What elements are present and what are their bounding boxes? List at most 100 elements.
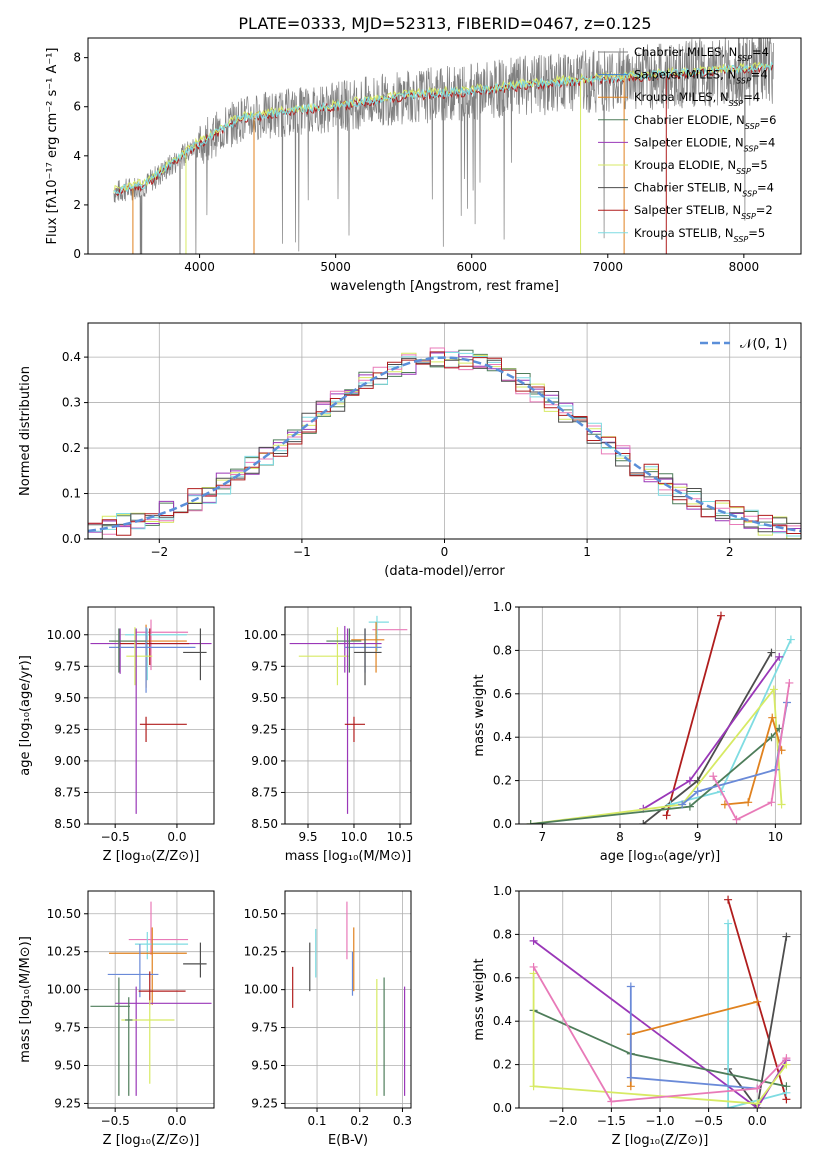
x-axis-label: Z [log₁₀(Z/Z⊙)] bbox=[612, 1133, 709, 1148]
axes: −2.0 −1.5 −1.0 −0.5 0.0 0.0 0.2 0.4 0.6 0.8 1.0 Z [… bbox=[472, 884, 802, 1148]
figure-title: PLATE=0333, MJD=52313, FIBERID=0467, z=0… bbox=[238, 14, 651, 33]
axes-frame bbox=[284, 606, 412, 825]
series-marker bbox=[526, 820, 535, 824]
series-marker bbox=[767, 798, 776, 807]
axes: −0.5 0.0 9.25 9.50 9.75 10.00 10.25 10.50 Z [log… bbox=[18, 890, 215, 1148]
series-marker bbox=[678, 800, 687, 809]
tick-label-y: 9.25 bbox=[54, 722, 81, 736]
errorbar-point bbox=[183, 942, 207, 978]
histogram-step bbox=[88, 351, 801, 539]
x-axis-label: E(B-V) bbox=[328, 1133, 368, 1148]
series-line bbox=[529, 962, 791, 1106]
grid bbox=[519, 606, 801, 825]
normal-curve bbox=[88, 356, 801, 533]
tick-label-x: −2 bbox=[150, 545, 168, 559]
series-marker bbox=[662, 811, 671, 820]
errorbar-point bbox=[353, 628, 382, 686]
tick-label-y: 0.4 bbox=[493, 1014, 512, 1028]
axes-frame bbox=[518, 606, 802, 825]
panel-spectrum: 4000 5000 6000 7000 8000 0 2 4 6 8 wavelength [Ang… bbox=[45, 37, 802, 294]
axes: 9.5 10.0 10.5 8.50 8.75 9.00 9.25 9.50 9.75 10.00… bbox=[244, 606, 414, 864]
tick-label-y: 0.0 bbox=[62, 532, 81, 546]
axes: −2 −1 0 1 2 0.0 0.1 0.2 0.3 0.4 (data-model)/error… bbox=[18, 322, 802, 579]
tick-label-y: 9.75 bbox=[54, 659, 81, 673]
errorbar-point bbox=[134, 619, 189, 671]
series-marker bbox=[666, 800, 675, 809]
errorbar-point bbox=[183, 628, 207, 681]
tick-label-x: 0.0 bbox=[167, 830, 186, 844]
grid bbox=[88, 891, 214, 1108]
panel-age-vs-mass: 9.5 10.0 10.5 8.50 8.75 9.00 9.25 9.50 9.75 10.00… bbox=[244, 606, 414, 864]
legend-entry: Kroupa STELIB, NSSP=5 bbox=[634, 226, 765, 244]
tick-label-x: −2.0 bbox=[548, 1114, 577, 1128]
x-axis-label: (data-model)/error bbox=[384, 564, 505, 579]
x-axis-label: age [log₁₀(age/yr)] bbox=[600, 849, 721, 864]
series-marker bbox=[782, 1054, 791, 1063]
tick-label-y: 9.75 bbox=[251, 659, 278, 673]
tick-label-y: 0.6 bbox=[493, 971, 512, 985]
series-path bbox=[532, 973, 788, 1105]
axes-frame bbox=[284, 890, 412, 1109]
series-marker bbox=[693, 787, 702, 796]
tick-label-y: 9.25 bbox=[251, 1096, 278, 1110]
tick-label-y: 1.0 bbox=[493, 884, 512, 898]
tick-label-x: 10.0 bbox=[341, 830, 368, 844]
series-path bbox=[629, 986, 758, 1090]
tick-label-x: 8000 bbox=[729, 260, 760, 274]
errorbar-point bbox=[289, 625, 382, 673]
tick-label-y: 10.00 bbox=[47, 628, 81, 642]
series-marker bbox=[782, 1082, 791, 1091]
errorbar-point bbox=[125, 628, 187, 681]
tick-label-x: 1 bbox=[583, 545, 591, 559]
tick-label-y: 9.25 bbox=[251, 722, 278, 736]
series-line bbox=[709, 678, 794, 824]
series-path bbox=[629, 1000, 758, 1087]
tick-label-y: 0.2 bbox=[493, 774, 512, 788]
panel-mass-vs-ebv: 0.1 0.2 0.3 9.25 9.50 9.75 10.00 10.25 10.50 E(B-… bbox=[244, 890, 412, 1148]
tick-label-y: 9.00 bbox=[54, 754, 81, 768]
tick-label-x: −1.5 bbox=[597, 1114, 626, 1128]
errorbar-point bbox=[138, 971, 186, 1005]
plot-area bbox=[292, 901, 406, 1096]
series-line bbox=[639, 648, 776, 824]
grid bbox=[519, 890, 801, 1109]
tick-label-x: 10.5 bbox=[387, 830, 414, 844]
errorbar-point bbox=[109, 627, 196, 693]
tick-label-y: 4 bbox=[73, 149, 81, 163]
axes-frame bbox=[87, 37, 802, 255]
series-marker bbox=[685, 802, 694, 811]
series-marker bbox=[753, 1084, 762, 1093]
tick-label-y: 0.2 bbox=[493, 1058, 512, 1072]
series-marker bbox=[724, 895, 733, 904]
y-axis-label: Normed distribution bbox=[18, 366, 33, 496]
errorbar-point bbox=[120, 628, 190, 666]
tick-label-x: −1 bbox=[293, 545, 311, 559]
axes-frame bbox=[87, 890, 215, 1109]
legend-entry: Chabrier MILES, NSSP=4 bbox=[634, 45, 769, 63]
series-marker bbox=[767, 648, 776, 657]
errorbar-point bbox=[125, 997, 133, 1096]
series-path bbox=[665, 615, 722, 816]
spectrum-model-line bbox=[113, 61, 774, 195]
tick-label-y: 0.6 bbox=[493, 687, 512, 701]
series-marker bbox=[685, 776, 694, 785]
tick-label-y: 0.1 bbox=[62, 487, 81, 501]
errorbar-point bbox=[368, 615, 389, 652]
errorbar-point bbox=[298, 627, 350, 686]
series-path bbox=[727, 936, 788, 1108]
y-axis-label: Flux [fλ10⁻¹⁷ erg cm⁻² s⁻¹ A⁻¹] bbox=[45, 48, 60, 245]
tick-label-y: 9.50 bbox=[54, 1059, 81, 1073]
series-marker bbox=[626, 1073, 635, 1082]
tick-label-y: 10.25 bbox=[47, 945, 81, 959]
series-line bbox=[526, 685, 786, 824]
series-marker bbox=[767, 733, 776, 742]
tick-label-x: 8 bbox=[616, 830, 624, 844]
series-marker bbox=[607, 1097, 616, 1106]
series-line bbox=[662, 611, 725, 820]
panel-residuals: −2 −1 0 1 2 0.0 0.1 0.2 0.3 0.4 (data-model)/error… bbox=[18, 322, 802, 579]
series-marker bbox=[782, 932, 791, 941]
legend-entry: Chabrier ELODIE, NSSP=6 bbox=[634, 113, 776, 131]
tick-label-y: 10.00 bbox=[244, 983, 278, 997]
tick-label-x: 9.5 bbox=[298, 830, 317, 844]
